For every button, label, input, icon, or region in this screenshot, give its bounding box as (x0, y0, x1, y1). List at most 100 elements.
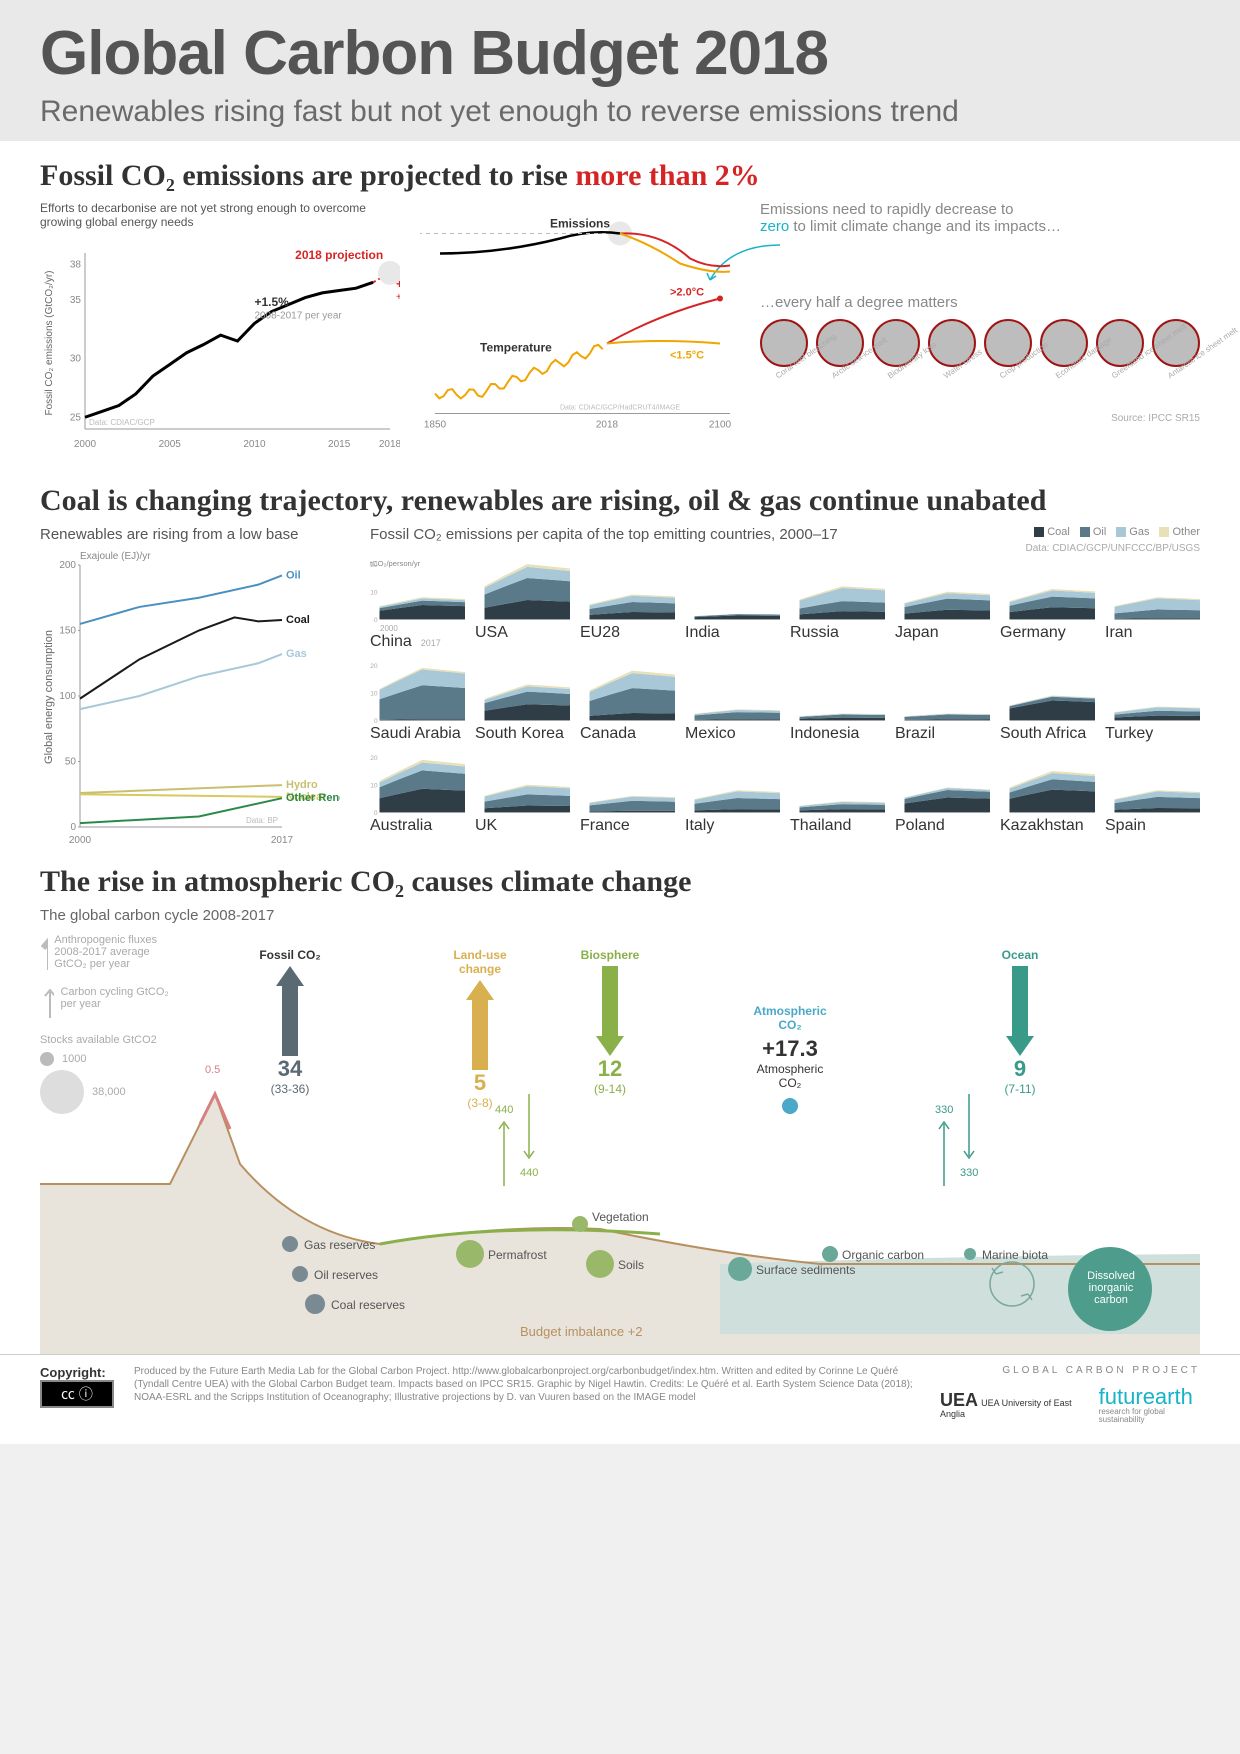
stock-dot (822, 1246, 838, 1262)
temperature-chart: EmissionsTemperature>2.0°C<1.5°C18502018… (420, 201, 740, 466)
country-cell: Poland (895, 747, 990, 835)
country-cell: 01020Australia (370, 747, 465, 835)
country-cell: Spain (1105, 747, 1200, 835)
svg-text:2000: 2000 (69, 835, 92, 846)
percapita-source: Data: CDIAC/GCP/UNFCCC/BP/USGS (370, 543, 1200, 554)
svg-text:Global energy consumption: Global energy consumption (43, 630, 55, 764)
stock-dot (586, 1250, 614, 1278)
svg-text:0: 0 (374, 810, 378, 817)
section-2: Coal is changing trajectory, renewables … (0, 484, 1240, 847)
svg-text:2008-2017 per year: 2008-2017 per year (254, 311, 342, 322)
stock-dot (282, 1236, 298, 1252)
stock-label: Soils (618, 1258, 644, 1272)
stock-dot (292, 1266, 308, 1282)
svg-text:200: 200 (59, 560, 76, 571)
section1-intro: Efforts to decarbonise are not yet stron… (40, 201, 400, 229)
svg-text:20: 20 (370, 562, 378, 569)
impact-icon: Biodiversity loss (872, 319, 920, 385)
svg-text:Data: BP: Data: BP (246, 816, 278, 825)
header-bar: Global Carbon Budget 2018 Renewables ris… (0, 0, 1240, 141)
stock-dot (305, 1294, 325, 1314)
svg-text:0: 0 (374, 617, 378, 624)
stock-dot (728, 1257, 752, 1281)
stock-label: Vegetation (592, 1210, 649, 1224)
futureearth-logo: futurearth (1099, 1386, 1200, 1408)
country-cell: Brazil (895, 655, 990, 743)
svg-text:Data: CDIAC/GCP: Data: CDIAC/GCP (89, 418, 155, 427)
svg-text:35: 35 (70, 295, 82, 306)
svg-text:10: 10 (370, 590, 378, 597)
svg-text:20: 20 (370, 663, 378, 670)
futureearth-sub: research for global sustainability (1099, 1408, 1200, 1424)
svg-text:2018: 2018 (379, 439, 400, 450)
impact-icon: Water stress (928, 319, 976, 385)
country-cell: USA (475, 554, 570, 651)
stock-label: Marine biota (982, 1248, 1048, 1262)
svg-text:2017: 2017 (271, 835, 294, 846)
svg-text:+2.7%: +2.7% (396, 277, 400, 291)
copyright-label: Copyright: (40, 1365, 114, 1380)
section2-right-caption: Fossil CO₂ emissions per capita of the t… (370, 526, 838, 543)
country-cell: Turkey (1105, 655, 1200, 743)
cycling-arrow: 440 (495, 1104, 513, 1189)
svg-text:Other Renewables: Other Renewables (286, 792, 340, 804)
svg-text:<1.5°C: <1.5°C (670, 350, 704, 362)
section1-headline: Fossil CO₂ emissions are projected to ri… (40, 159, 1200, 193)
headline-text: Fossil CO₂ emissions are projected to ri… (40, 159, 575, 192)
flux-arrow: Fossil CO₂34(33-36) (245, 948, 335, 1096)
impact-icon: Crop production (984, 319, 1032, 385)
country-cell: Indonesia (790, 655, 885, 743)
svg-text:2010: 2010 (243, 439, 266, 450)
country-cell: tCO₂/person/yr010202000China 2017 (370, 554, 465, 651)
gcp-logo: GLOBAL CARBON PROJECT (940, 1365, 1200, 1376)
section3-subtitle: The global carbon cycle 2008-2017 (40, 907, 1200, 924)
svg-text:10: 10 (370, 783, 378, 790)
page-title: Global Carbon Budget 2018 (40, 18, 1200, 89)
svg-text:Oil: Oil (286, 569, 301, 581)
country-cell: Thailand (790, 747, 885, 835)
svg-text:0: 0 (70, 822, 76, 833)
half-degree-caption: …every half a degree matters (760, 294, 1200, 311)
svg-text:Exajoule (EJ)/yr: Exajoule (EJ)/yr (80, 551, 151, 562)
country-cell: Mexico (685, 655, 780, 743)
country-cell: EU28 (580, 554, 675, 651)
flux-arrow: Atmospheric CO₂+17.3Atmospheric CO₂ (745, 1004, 835, 1114)
cycle-legend: Anthropogenic fluxes 2008-2017 average G… (40, 934, 170, 1114)
impact-icon: Economic damage (1040, 319, 1088, 385)
volcano-label: 0.5 (205, 1064, 220, 1076)
country-cell: Germany (1000, 554, 1095, 651)
svg-text:150: 150 (59, 626, 76, 637)
stock-dot (456, 1240, 484, 1268)
country-cell: Japan (895, 554, 990, 651)
svg-text:Fossil CO₂ emissions (GtCO₂/yr: Fossil CO₂ emissions (GtCO₂/yr) (44, 271, 55, 416)
svg-text:+1.5%: +1.5% (254, 295, 289, 309)
footer-credits: Produced by the Future Earth Media Lab f… (134, 1365, 920, 1404)
impact-icon: Arctic sea-ice melt (816, 319, 864, 385)
svg-text:100: 100 (59, 691, 76, 702)
svg-text:1850: 1850 (424, 420, 447, 431)
country-cell: South Africa (1000, 655, 1095, 743)
cycling-arrow: 440 (520, 1094, 538, 1179)
svg-text:Gas: Gas (286, 648, 307, 660)
country-cell: Kazakhstan (1000, 747, 1095, 835)
zero-caption: Emissions need to rapidly decrease to ze… (760, 201, 1200, 235)
cycling-arrow: 330 (935, 1104, 953, 1189)
dissolved-label: Dissolved inorganic carbon (1074, 1270, 1148, 1306)
flux-arrow: Ocean9(7-11) (975, 948, 1065, 1096)
country-cell: India (685, 554, 780, 651)
section2-headline: Coal is changing trajectory, renewables … (40, 484, 1200, 518)
svg-text:50: 50 (65, 757, 77, 768)
footer: Copyright: ㏄ ⓘ Produced by the Future Ea… (0, 1354, 1240, 1444)
country-cell: Russia (790, 554, 885, 651)
section2-left-caption: Renewables are rising from a low base (40, 526, 340, 543)
svg-text:2100: 2100 (709, 420, 732, 431)
svg-text:Temperature: Temperature (480, 341, 552, 355)
budget-imbalance: Budget imbalance +2 (520, 1324, 643, 1339)
svg-text:>2.0°C: >2.0°C (670, 287, 704, 299)
svg-text:Coal: Coal (286, 614, 310, 626)
country-cell: Canada (580, 655, 675, 743)
stock-label: Oil reserves (314, 1268, 378, 1282)
stock-label: Surface sediments (756, 1263, 855, 1277)
impact-source: Source: IPCC SR15 (760, 413, 1200, 424)
svg-text:2000: 2000 (74, 439, 97, 450)
